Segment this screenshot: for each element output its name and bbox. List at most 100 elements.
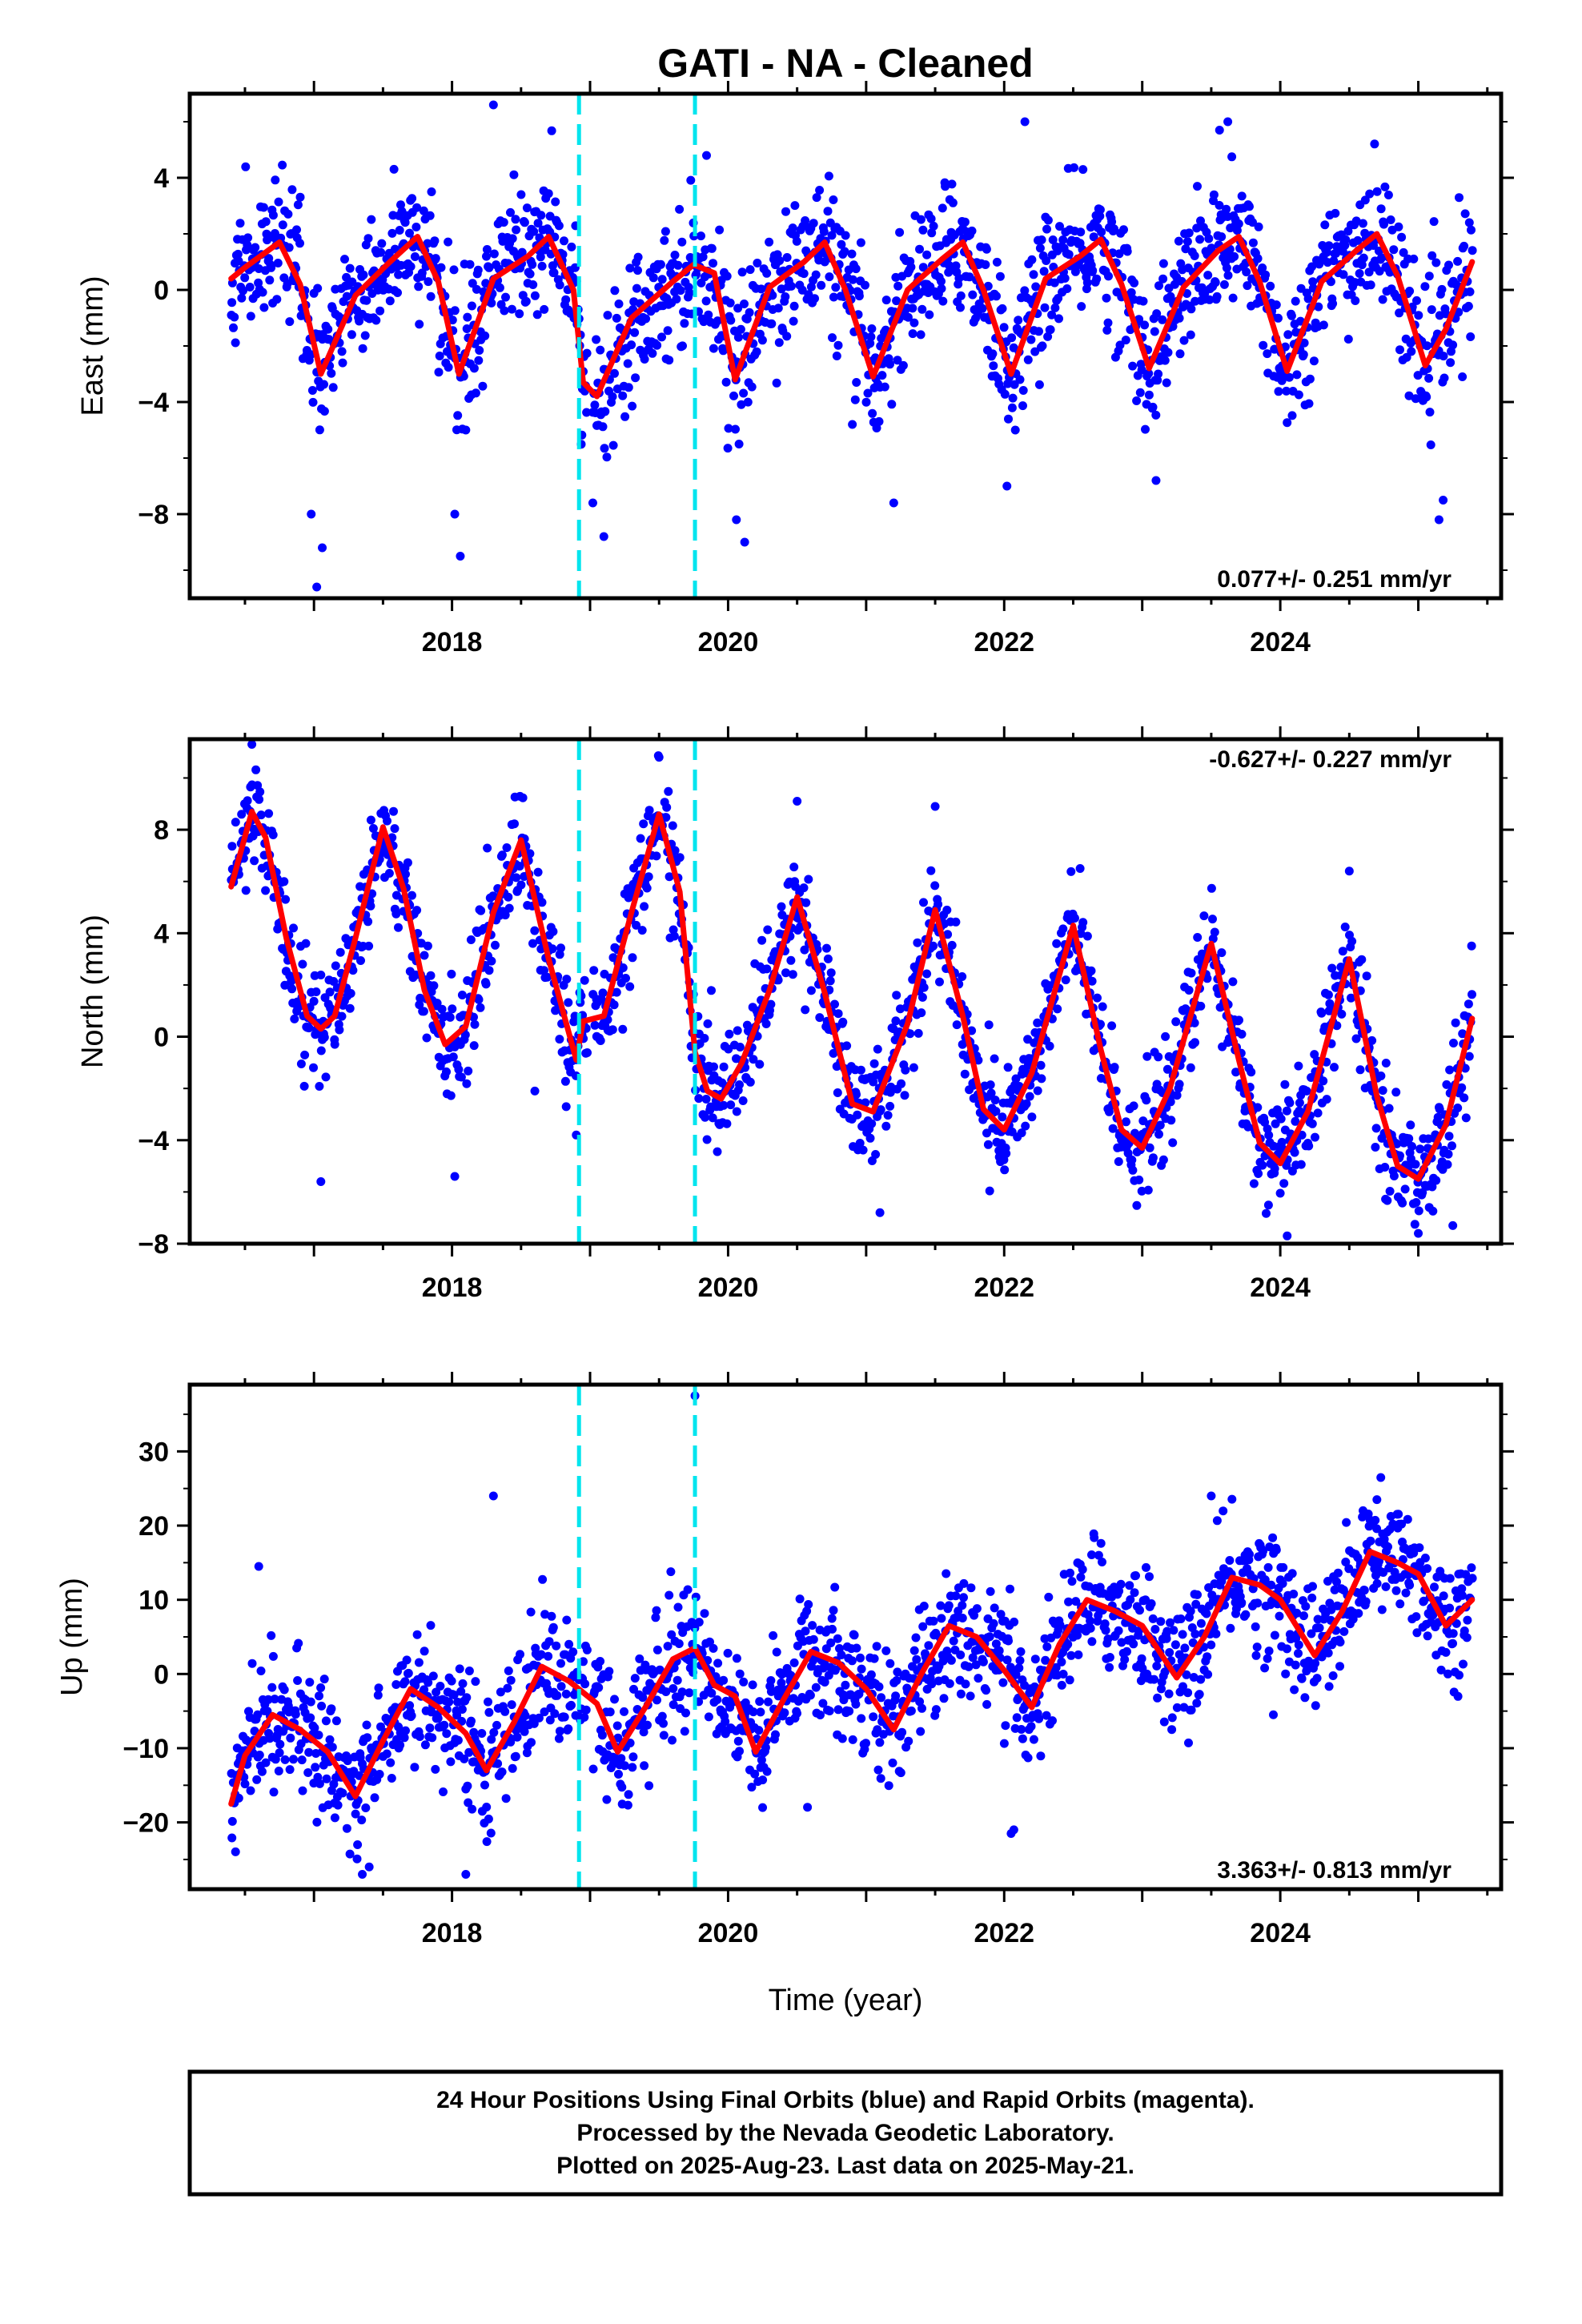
north-point bbox=[960, 1069, 970, 1079]
east-point bbox=[885, 360, 894, 369]
east-point bbox=[1046, 325, 1055, 335]
up-point bbox=[873, 1765, 883, 1775]
east-point bbox=[628, 401, 637, 411]
north-point bbox=[583, 1048, 592, 1057]
east-point bbox=[1365, 189, 1375, 199]
east-point bbox=[1042, 224, 1051, 234]
north-point bbox=[1277, 1137, 1287, 1147]
north-point bbox=[316, 1046, 326, 1055]
east-point bbox=[1324, 241, 1334, 251]
east-point bbox=[837, 239, 846, 249]
up-point bbox=[1165, 1648, 1174, 1657]
east-point bbox=[1291, 296, 1300, 306]
north-point bbox=[1449, 1039, 1458, 1047]
north-point bbox=[935, 977, 944, 987]
east-point bbox=[729, 391, 738, 400]
east-point bbox=[709, 259, 717, 268]
north-point bbox=[562, 975, 572, 984]
east-point bbox=[982, 244, 991, 254]
north-point bbox=[423, 941, 432, 951]
up-point bbox=[1172, 1703, 1182, 1712]
east-point bbox=[1414, 311, 1423, 320]
east-point bbox=[603, 311, 612, 320]
up-point bbox=[274, 1767, 283, 1775]
up-xtick-label: 2018 bbox=[422, 1918, 483, 1948]
east-point bbox=[427, 187, 436, 196]
up-point bbox=[319, 1675, 329, 1684]
east-point bbox=[856, 238, 865, 247]
east-point bbox=[448, 316, 457, 325]
east-point bbox=[554, 221, 564, 231]
up-point bbox=[732, 1654, 741, 1663]
up-point bbox=[1117, 1638, 1126, 1647]
north-point bbox=[762, 964, 772, 974]
up-point bbox=[291, 1710, 300, 1719]
north-point bbox=[556, 943, 565, 953]
east-point bbox=[342, 292, 351, 301]
east-point bbox=[1174, 236, 1183, 246]
east-point bbox=[516, 190, 526, 199]
up-point bbox=[1002, 1655, 1012, 1665]
north-point bbox=[401, 870, 410, 879]
east-point bbox=[547, 126, 556, 135]
east-point bbox=[313, 283, 323, 293]
up-point bbox=[1237, 1598, 1247, 1607]
east-point bbox=[528, 280, 538, 289]
east-point bbox=[782, 253, 792, 262]
north-point bbox=[309, 1063, 318, 1072]
north-point bbox=[1104, 1107, 1114, 1116]
east-point bbox=[1427, 305, 1436, 315]
north-point bbox=[1271, 1119, 1280, 1128]
north-point bbox=[1385, 1187, 1395, 1196]
north-point bbox=[437, 1004, 447, 1014]
up-point bbox=[628, 1763, 637, 1772]
north-point bbox=[533, 867, 543, 877]
north-point bbox=[309, 996, 319, 1006]
east-point bbox=[434, 368, 444, 377]
north-point bbox=[873, 1044, 882, 1054]
east-point bbox=[789, 316, 798, 326]
up-point bbox=[477, 1729, 487, 1738]
north-point bbox=[555, 1035, 564, 1044]
up-ytick-label: 30 bbox=[139, 1437, 169, 1467]
north-ytick-label: 8 bbox=[154, 815, 169, 846]
up-point bbox=[1176, 1614, 1186, 1623]
up-point bbox=[1066, 1651, 1076, 1660]
east-point bbox=[627, 340, 636, 350]
up-point bbox=[265, 1734, 275, 1743]
east-point bbox=[1466, 332, 1476, 341]
north-point bbox=[636, 834, 645, 843]
north-point bbox=[994, 1146, 1004, 1156]
north-point bbox=[243, 796, 252, 806]
east-point bbox=[1119, 225, 1128, 235]
up-point bbox=[747, 1783, 757, 1792]
east-point bbox=[1397, 232, 1407, 242]
east-point bbox=[390, 244, 400, 254]
up-point bbox=[387, 1774, 396, 1783]
north-point bbox=[1027, 1112, 1037, 1122]
up-ytick-label: 0 bbox=[154, 1659, 169, 1690]
up-point bbox=[1196, 1618, 1206, 1628]
north-point bbox=[833, 1009, 843, 1019]
north-point bbox=[1453, 1104, 1463, 1112]
up-point bbox=[428, 1733, 437, 1743]
up-point bbox=[579, 1657, 588, 1667]
north-point bbox=[304, 1023, 314, 1033]
up-point bbox=[643, 1720, 652, 1730]
up-point bbox=[1169, 1626, 1178, 1635]
east-point bbox=[777, 284, 786, 294]
north-point bbox=[632, 920, 641, 930]
up-point bbox=[396, 1740, 405, 1750]
east-point bbox=[1320, 220, 1330, 230]
north-point bbox=[1427, 1182, 1437, 1192]
north-outlier-point bbox=[875, 1208, 885, 1217]
east-point bbox=[243, 233, 253, 243]
up-point bbox=[861, 1739, 870, 1748]
east-point bbox=[419, 206, 428, 215]
east-point bbox=[489, 249, 499, 259]
east-point bbox=[1331, 248, 1341, 258]
up-point bbox=[1263, 1562, 1273, 1572]
east-point bbox=[1104, 271, 1113, 281]
north-point bbox=[1337, 1009, 1347, 1019]
east-point bbox=[1404, 391, 1414, 400]
